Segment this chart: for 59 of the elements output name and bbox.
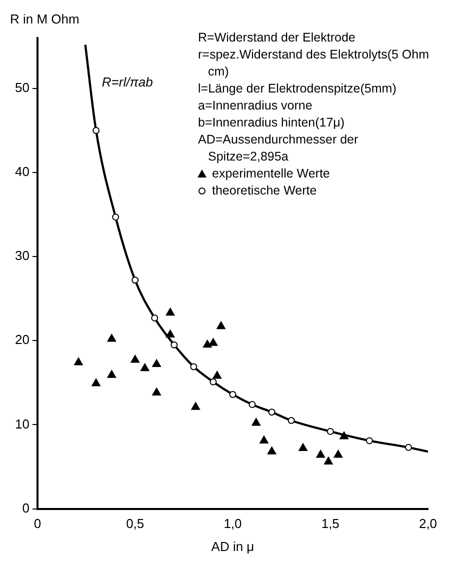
point: [229, 390, 236, 398]
point: [216, 321, 226, 330]
annotation: b=Innenradius hinten(17μ): [198, 115, 345, 130]
point: [252, 418, 261, 426]
x-tick-label: 0,5: [126, 516, 144, 532]
annotation: a=Innenradius vorne: [198, 98, 312, 112]
point: [324, 456, 333, 464]
point: [152, 388, 161, 396]
y-axis-title: R in M Ohm: [10, 12, 80, 27]
point: [92, 378, 100, 386]
y-tick-label: 10: [14, 416, 30, 432]
point: [260, 436, 268, 444]
point: [170, 341, 178, 348]
point: [112, 214, 120, 221]
point: [326, 428, 334, 435]
point: [151, 314, 158, 322]
point: [210, 378, 217, 386]
point: [152, 359, 161, 367]
annotation: R=rl/πab: [102, 74, 153, 90]
annotation: l=Länge der Elektrodenspitze(5mm): [198, 81, 396, 96]
y-tick-label: 50: [14, 80, 30, 96]
point: [340, 432, 348, 440]
point: [334, 450, 343, 458]
point: [107, 334, 116, 342]
point: [316, 450, 325, 458]
point: [190, 363, 198, 370]
point: [140, 363, 150, 372]
point: [166, 330, 175, 338]
point: [298, 443, 308, 452]
y-tick-label: 40: [14, 164, 30, 180]
point: [268, 408, 276, 416]
point: [267, 446, 276, 454]
line-series: [84, 44, 428, 453]
point: [166, 308, 175, 316]
y-tick-label: 20: [14, 332, 30, 348]
point: [366, 437, 373, 444]
point: [202, 340, 212, 348]
x-tick-label: 1,0: [224, 516, 242, 532]
y-tick-label: 30: [14, 248, 30, 264]
point: [208, 338, 218, 346]
point: [74, 358, 83, 366]
point: [107, 370, 116, 378]
legend-label: theoretische Werte: [212, 183, 317, 198]
legend-label: experimentelle Werte: [212, 166, 330, 180]
x-axis-title: AD in μ: [211, 538, 254, 554]
point: [288, 417, 295, 424]
x-tick-label: 2,0: [418, 516, 438, 532]
point: [132, 276, 139, 284]
annotation: R=Widerstand der Elektrode: [198, 30, 356, 44]
point: [130, 354, 140, 363]
y-tick-label: 0: [22, 500, 30, 516]
point: [248, 401, 256, 408]
point: [191, 402, 200, 410]
x-tick-label: 0: [34, 516, 42, 532]
annotation: r=spez.Widerstand des Elektrolyts(5 Ohm cm): [198, 47, 429, 78]
point: [404, 444, 412, 451]
x-tick-label: 1,5: [321, 516, 340, 532]
point: [212, 370, 222, 379]
point: [92, 126, 100, 134]
